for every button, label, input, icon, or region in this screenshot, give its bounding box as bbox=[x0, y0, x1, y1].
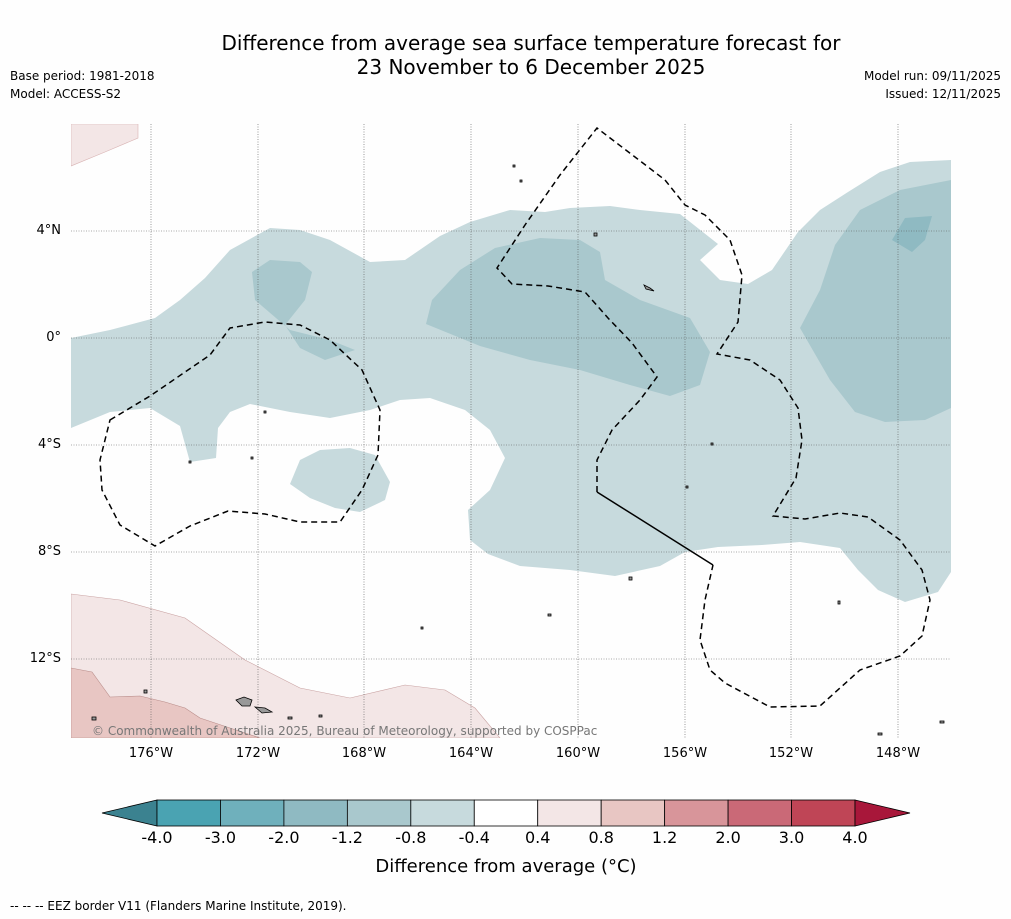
colorbar-tick-label: -2.0 bbox=[268, 828, 300, 847]
lon-label-160w: 160°W bbox=[555, 746, 601, 761]
copyright-notice: © Commonwealth of Australia 2025, Bureau… bbox=[92, 724, 598, 738]
lon-label-156w: 156°W bbox=[662, 746, 708, 761]
colorbar-under-extension bbox=[101, 799, 158, 827]
island-small bbox=[547, 613, 552, 617]
map-title: Difference from average sea surface temp… bbox=[0, 31, 1011, 79]
sst-anomaly-field bbox=[71, 124, 951, 738]
island-small bbox=[263, 410, 267, 414]
lon-label-152w: 152°W bbox=[768, 746, 814, 761]
island-samoa-savaii bbox=[235, 696, 253, 707]
base-period: Base period: 1981-2018 bbox=[10, 69, 155, 83]
lon-label-148w: 148°W bbox=[875, 746, 921, 761]
island-small bbox=[628, 576, 633, 581]
model-run: Model run: 09/11/2025 bbox=[863, 69, 1001, 83]
eez-border-solid bbox=[596, 491, 714, 566]
warm-anomaly-region-nw bbox=[71, 124, 139, 167]
island-small bbox=[91, 716, 97, 721]
meta-right: Model run: 09/11/2025 Issued: 12/11/2025 bbox=[864, 67, 1001, 103]
lon-label-164w: 164°W bbox=[448, 746, 494, 761]
colorbar-segment bbox=[283, 799, 348, 827]
colorbar-segment bbox=[346, 799, 412, 827]
island-kanton bbox=[643, 284, 655, 292]
colorbar bbox=[101, 799, 911, 827]
colorbar-tick-label: -0.8 bbox=[395, 828, 427, 847]
cool-anomaly-region-main bbox=[71, 160, 951, 602]
issued-date: Issued: 12/11/2025 bbox=[885, 87, 1001, 101]
warm-anomaly-region-sw bbox=[71, 593, 501, 738]
colorbar-tick-label: 1.2 bbox=[651, 828, 678, 847]
lat-label-equator: 0° bbox=[46, 330, 61, 345]
lat-label-4n: 4°N bbox=[36, 223, 62, 238]
island-small bbox=[837, 600, 841, 605]
cool-anomaly-core-central bbox=[426, 238, 710, 396]
lat-label-12s: 12°S bbox=[29, 651, 61, 666]
island-small bbox=[877, 732, 883, 736]
meta-left: Base period: 1981-2018 Model: ACCESS-S2 bbox=[10, 67, 155, 103]
lon-label-172w: 172°W bbox=[235, 746, 281, 761]
island-small bbox=[318, 714, 323, 718]
colorbar-tick-label: 4.0 bbox=[842, 828, 868, 847]
colorbar-segment bbox=[156, 799, 221, 827]
island-small bbox=[188, 460, 192, 464]
colorbar-segment bbox=[410, 799, 475, 827]
colorbar-segment bbox=[473, 799, 539, 827]
eez-border-tokelau bbox=[99, 321, 381, 547]
colorbar-tick-label: -1.2 bbox=[331, 828, 363, 847]
island-small bbox=[685, 485, 689, 489]
colorbar-over-extension bbox=[854, 799, 911, 827]
colorbar-segment bbox=[664, 799, 729, 827]
title-line-1: Difference from average sea surface temp… bbox=[221, 31, 841, 55]
island-small bbox=[420, 626, 424, 630]
colorbar-tick-label: 0.4 bbox=[524, 828, 551, 847]
cool-anomaly-peak-east bbox=[892, 216, 932, 252]
eez-border-phoenix bbox=[496, 126, 931, 708]
island-small bbox=[519, 179, 523, 183]
colorbar-segment bbox=[791, 799, 856, 827]
colorbar-tick-label: 3.0 bbox=[778, 828, 805, 847]
islands bbox=[91, 164, 945, 736]
island-small bbox=[710, 442, 714, 446]
cool-anomaly-region-east bbox=[290, 448, 390, 512]
warm-anomaly-core-sw bbox=[71, 667, 261, 738]
colorbar-tick-label: 0.8 bbox=[588, 828, 614, 847]
colorbar-tick-label: -0.4 bbox=[458, 828, 490, 847]
colorbar-segment bbox=[220, 799, 285, 827]
title-line-2: 23 November to 6 December 2025 bbox=[356, 55, 706, 79]
colorbar-title: Difference from average (°C) bbox=[375, 856, 637, 877]
colorbar-segment bbox=[537, 799, 602, 827]
colorbar-segment bbox=[727, 799, 792, 827]
island-small bbox=[512, 164, 516, 168]
island-small bbox=[287, 716, 293, 720]
lat-label-8s: 8°S bbox=[37, 544, 61, 559]
colorbar-tick-label: -3.0 bbox=[204, 828, 237, 847]
colorbar-tick-label: 2.0 bbox=[715, 828, 741, 847]
lon-label-176w: 176°W bbox=[128, 746, 174, 761]
cool-anomaly-core-west bbox=[252, 260, 355, 360]
lon-label-168w: 168°W bbox=[341, 746, 387, 761]
colorbar-tick-label: -4.0 bbox=[141, 828, 173, 847]
graticule bbox=[71, 124, 951, 738]
island-small bbox=[143, 689, 148, 694]
colorbar-segment bbox=[600, 799, 666, 827]
lat-label-4s: 4°S bbox=[37, 437, 61, 452]
island-samoa-upolu bbox=[253, 706, 274, 714]
island-small bbox=[593, 232, 598, 237]
eez-border bbox=[99, 126, 931, 708]
model-name: Model: ACCESS-S2 bbox=[10, 87, 122, 101]
eez-footnote: -- -- -- EEZ border V11 (Flanders Marine… bbox=[10, 899, 347, 913]
island-small bbox=[939, 720, 945, 724]
island-small bbox=[250, 456, 254, 460]
